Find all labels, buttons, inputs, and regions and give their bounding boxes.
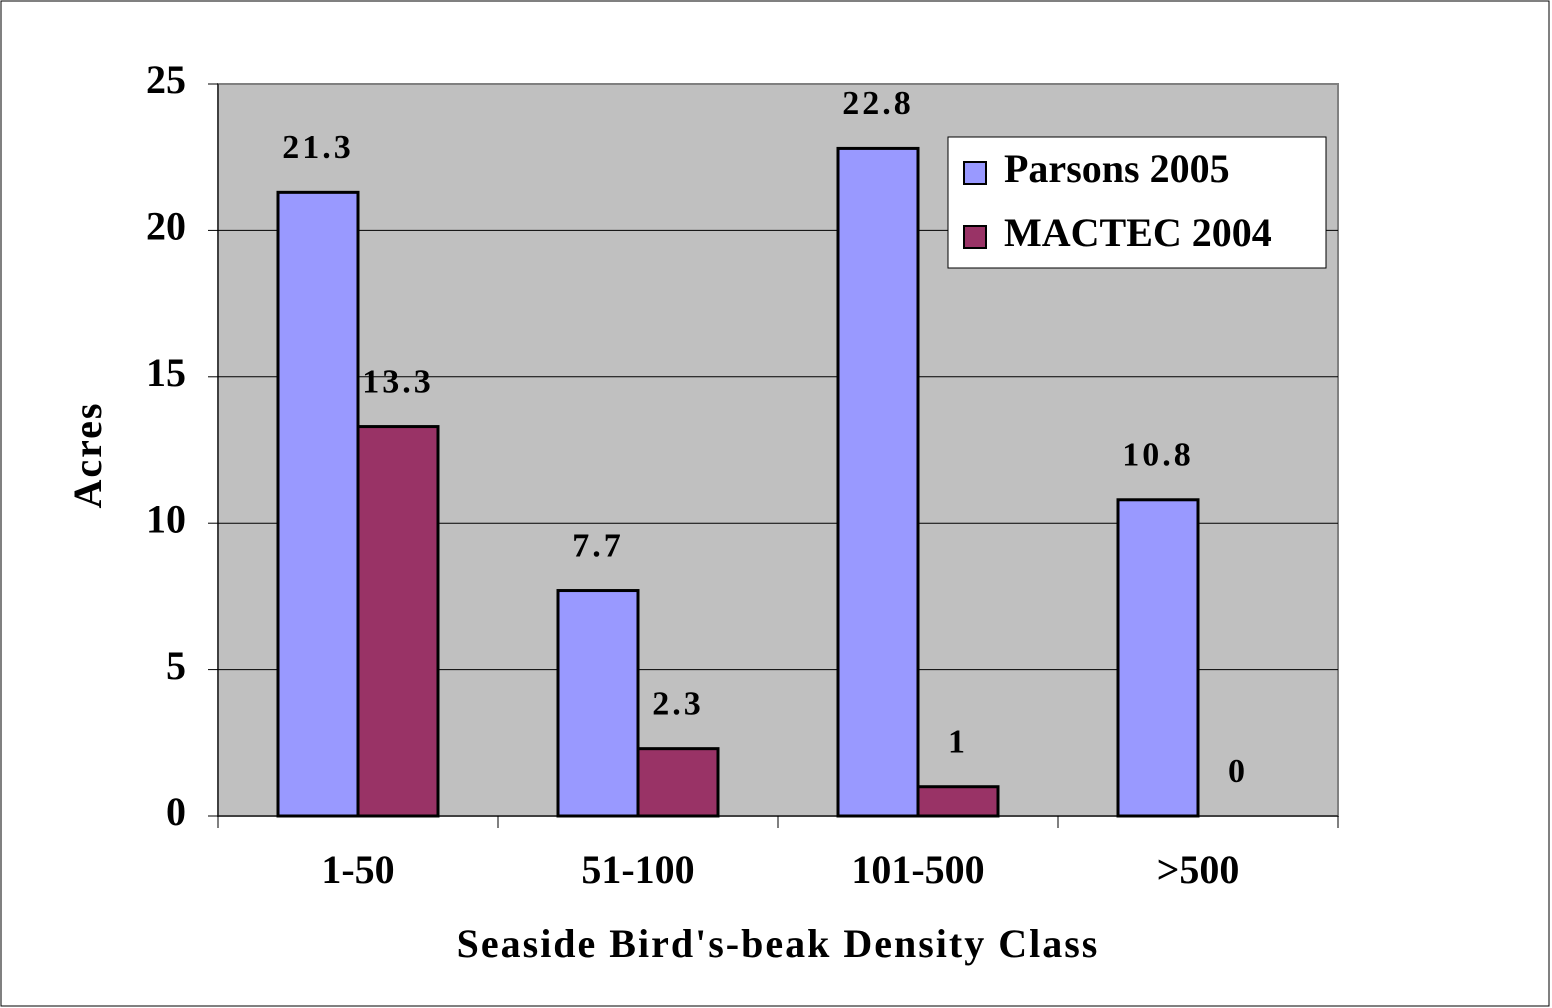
data-label: 0: [1228, 753, 1248, 790]
data-label: 2.3: [652, 685, 704, 722]
y-tick-label: 10: [146, 496, 186, 541]
bar: [836, 146, 920, 818]
bar: [1116, 498, 1200, 818]
y-tick-label: 5: [166, 643, 186, 688]
legend-swatch: [963, 225, 987, 249]
y-tick-label: 20: [146, 204, 186, 249]
data-label: 10.8: [1122, 437, 1194, 474]
data-label: 1: [948, 724, 968, 761]
legend-swatch: [963, 161, 987, 185]
bar: [916, 785, 1000, 818]
bar: [556, 589, 640, 818]
x-tick-label: >500: [1157, 847, 1240, 892]
legend: [947, 136, 1327, 269]
bar: [356, 425, 440, 818]
data-label: 7.7: [572, 527, 624, 564]
y-tick-label: 0: [166, 789, 186, 834]
bar: [636, 747, 720, 818]
x-tick-label: 101-500: [851, 847, 984, 892]
y-tick-label: 25: [146, 57, 186, 102]
data-label: 13.3: [362, 363, 434, 400]
legend-label: MACTEC 2004: [1004, 210, 1272, 255]
x-tick-label: 1-50: [321, 847, 394, 892]
y-axis-title: Acres: [65, 402, 110, 509]
x-tick-label: 51-100: [581, 847, 694, 892]
x-axis-title: Seaside Bird's-beak Density Class: [457, 921, 1100, 966]
bar: [276, 190, 360, 818]
y-tick-label: 15: [146, 350, 186, 395]
data-label: 22.8: [842, 85, 914, 122]
data-label: 21.3: [282, 129, 354, 166]
legend-label: Parsons 2005: [1004, 146, 1230, 191]
